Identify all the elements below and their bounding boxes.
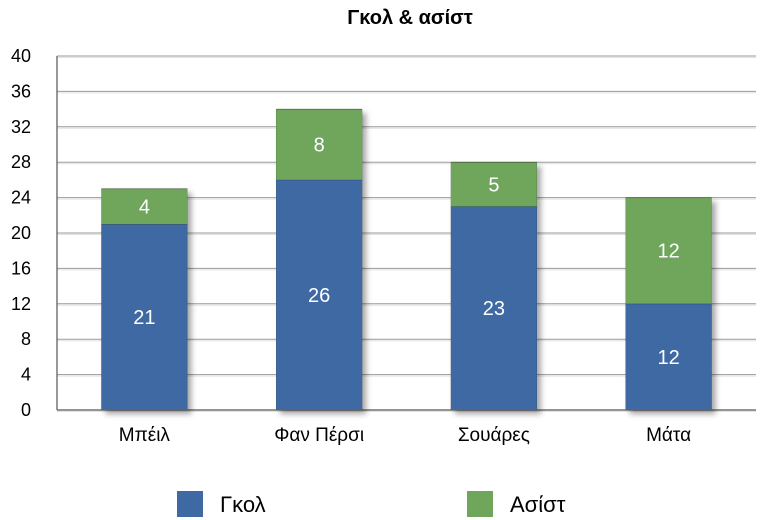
y-tick-label: 0 <box>21 400 31 420</box>
data-label: 4 <box>139 196 150 218</box>
legend-label: Ασίστ <box>510 492 566 517</box>
y-tick-label: 16 <box>11 258 31 278</box>
bar-goals <box>101 224 188 410</box>
y-tick-label: 8 <box>21 329 31 349</box>
bar-assists <box>276 109 363 180</box>
data-label: 26 <box>308 285 330 307</box>
chart-title: Γκολ & ασίστ <box>347 7 473 29</box>
x-category-label: Μπέιλ <box>119 425 171 446</box>
y-tick-label: 32 <box>11 117 31 137</box>
y-tick-label: 40 <box>11 46 31 66</box>
bar-assists <box>450 162 537 207</box>
y-tick-label: 24 <box>11 188 31 208</box>
x-category-label: Μάτα <box>646 425 691 446</box>
y-tick-label: 36 <box>11 81 31 101</box>
legend-swatch <box>177 491 203 517</box>
bar-goals <box>625 303 712 410</box>
x-category-label: Σουάρες <box>458 425 530 446</box>
y-tick-label: 28 <box>11 152 31 172</box>
y-tick-label: 12 <box>11 294 31 314</box>
bar-assists <box>101 188 188 225</box>
y-tick-label: 20 <box>11 223 31 243</box>
data-label: 12 <box>658 347 680 369</box>
x-category-label: Φαν Πέρσι <box>274 425 364 446</box>
legend-swatch <box>467 491 493 517</box>
data-label: 23 <box>483 298 505 320</box>
bar-assists <box>625 197 712 304</box>
legend: Γκολ Ασίστ <box>177 491 566 517</box>
y-tick-label: 4 <box>21 365 31 385</box>
data-label: 5 <box>488 174 499 196</box>
plot-area: 0 4 8 12 16 20 24 28 32 36 40 21 4 Μπέιλ 26 8 Φαν Πέρσι 2… <box>11 46 756 446</box>
bar-goals <box>276 179 363 410</box>
legend-label: Γκολ <box>220 492 266 517</box>
data-label: 8 <box>314 135 325 157</box>
bar-goals <box>450 206 537 410</box>
data-label: 12 <box>658 241 680 263</box>
data-label: 21 <box>133 307 155 329</box>
